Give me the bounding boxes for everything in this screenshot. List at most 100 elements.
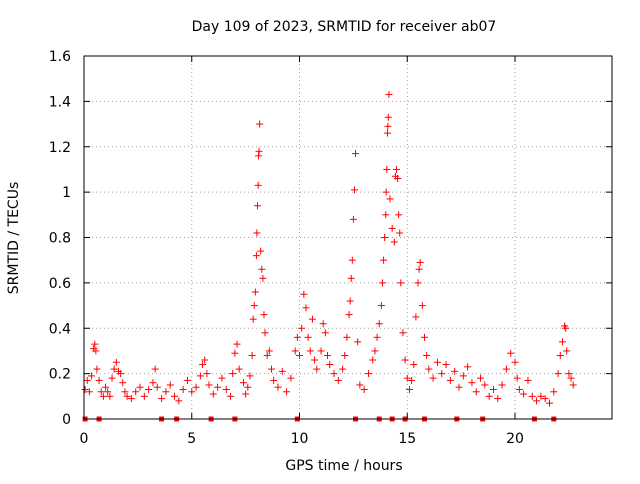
data-point xyxy=(382,211,390,219)
data-point xyxy=(308,315,316,323)
data-point xyxy=(352,150,360,158)
y-tick-label: 0.2 xyxy=(49,367,71,383)
data-point xyxy=(418,302,426,310)
data-point xyxy=(302,304,310,312)
data-point xyxy=(253,202,261,210)
data-point xyxy=(403,374,411,382)
y-tick-label: 1 xyxy=(62,185,71,201)
data-point xyxy=(392,165,400,173)
data-point xyxy=(110,365,118,373)
data-point xyxy=(421,333,429,341)
data-point xyxy=(477,374,485,382)
data-point xyxy=(556,351,564,359)
data-point xyxy=(136,383,144,391)
data-point xyxy=(278,367,286,375)
x-tick-label: 10 xyxy=(291,431,309,447)
data-point xyxy=(468,379,476,387)
data-point xyxy=(425,365,433,373)
data-point xyxy=(390,238,398,246)
y-tick-label: 0.4 xyxy=(49,321,71,337)
data-point xyxy=(546,399,554,407)
data-point xyxy=(106,392,114,400)
data-point xyxy=(438,370,446,378)
data-point xyxy=(254,181,262,189)
data-point xyxy=(267,365,275,373)
data-point xyxy=(369,356,377,364)
data-point xyxy=(433,358,441,366)
x-axis-label: GPS time / hours xyxy=(285,458,402,474)
data-point xyxy=(166,381,174,389)
data-point xyxy=(415,265,423,273)
data-point xyxy=(414,279,422,287)
data-point xyxy=(222,386,230,394)
data-point xyxy=(104,388,112,396)
data-point xyxy=(258,265,266,273)
y-axis-label: SRMTID / TECUs xyxy=(6,182,22,295)
data-point xyxy=(248,351,256,359)
data-point xyxy=(158,395,166,403)
data-point xyxy=(464,363,472,371)
data-point xyxy=(507,349,515,357)
data-point xyxy=(91,340,99,348)
data-point xyxy=(102,383,110,391)
data-point xyxy=(151,365,159,373)
data-point xyxy=(97,388,105,396)
y-tick-label: 0.6 xyxy=(49,276,71,292)
data-point xyxy=(569,381,577,389)
data-point xyxy=(399,329,407,337)
y-tick-label: 1.6 xyxy=(49,49,71,65)
y-tick-label: 0 xyxy=(62,412,71,428)
data-point xyxy=(455,383,463,391)
data-point xyxy=(330,370,338,378)
data-point xyxy=(298,324,306,332)
data-point xyxy=(481,381,489,389)
data-point xyxy=(293,333,301,341)
data-point xyxy=(274,383,282,391)
data-point xyxy=(300,290,308,298)
data-point xyxy=(88,372,96,380)
data-point xyxy=(385,91,393,99)
data-point xyxy=(360,386,368,394)
data-point xyxy=(239,379,247,387)
data-point xyxy=(306,347,314,355)
data-point xyxy=(498,381,506,389)
data-point xyxy=(348,256,356,264)
data-point xyxy=(313,365,321,373)
data-point xyxy=(515,386,523,394)
data-point xyxy=(373,333,381,341)
data-point xyxy=(246,372,254,380)
data-point xyxy=(511,358,519,366)
data-point xyxy=(149,379,157,387)
x-tick-label: 20 xyxy=(506,431,524,447)
data-point xyxy=(349,215,357,223)
data-point xyxy=(304,333,312,341)
data-point xyxy=(235,365,243,373)
data-point xyxy=(520,390,528,398)
data-point xyxy=(494,395,502,403)
data-point xyxy=(95,376,103,384)
data-point xyxy=(265,347,273,355)
data-point xyxy=(354,338,362,346)
data-point xyxy=(132,388,140,396)
data-point xyxy=(383,165,391,173)
data-point xyxy=(395,211,403,219)
data-point xyxy=(550,388,558,396)
data-point xyxy=(502,365,510,373)
data-point xyxy=(364,370,372,378)
data-point xyxy=(388,224,396,232)
data-point xyxy=(528,392,536,400)
data-point xyxy=(339,365,347,373)
data-point xyxy=(227,392,235,400)
data-point xyxy=(524,376,532,384)
data-point xyxy=(326,361,334,369)
y-tick-label: 0.8 xyxy=(49,231,71,247)
data-point xyxy=(119,379,127,387)
data-point xyxy=(350,186,358,194)
data-point xyxy=(405,386,413,394)
y-tick-label: 1.4 xyxy=(49,94,71,110)
data-point xyxy=(386,195,394,203)
data-point xyxy=(319,320,327,328)
data-point xyxy=(382,188,390,196)
data-point xyxy=(442,361,450,369)
